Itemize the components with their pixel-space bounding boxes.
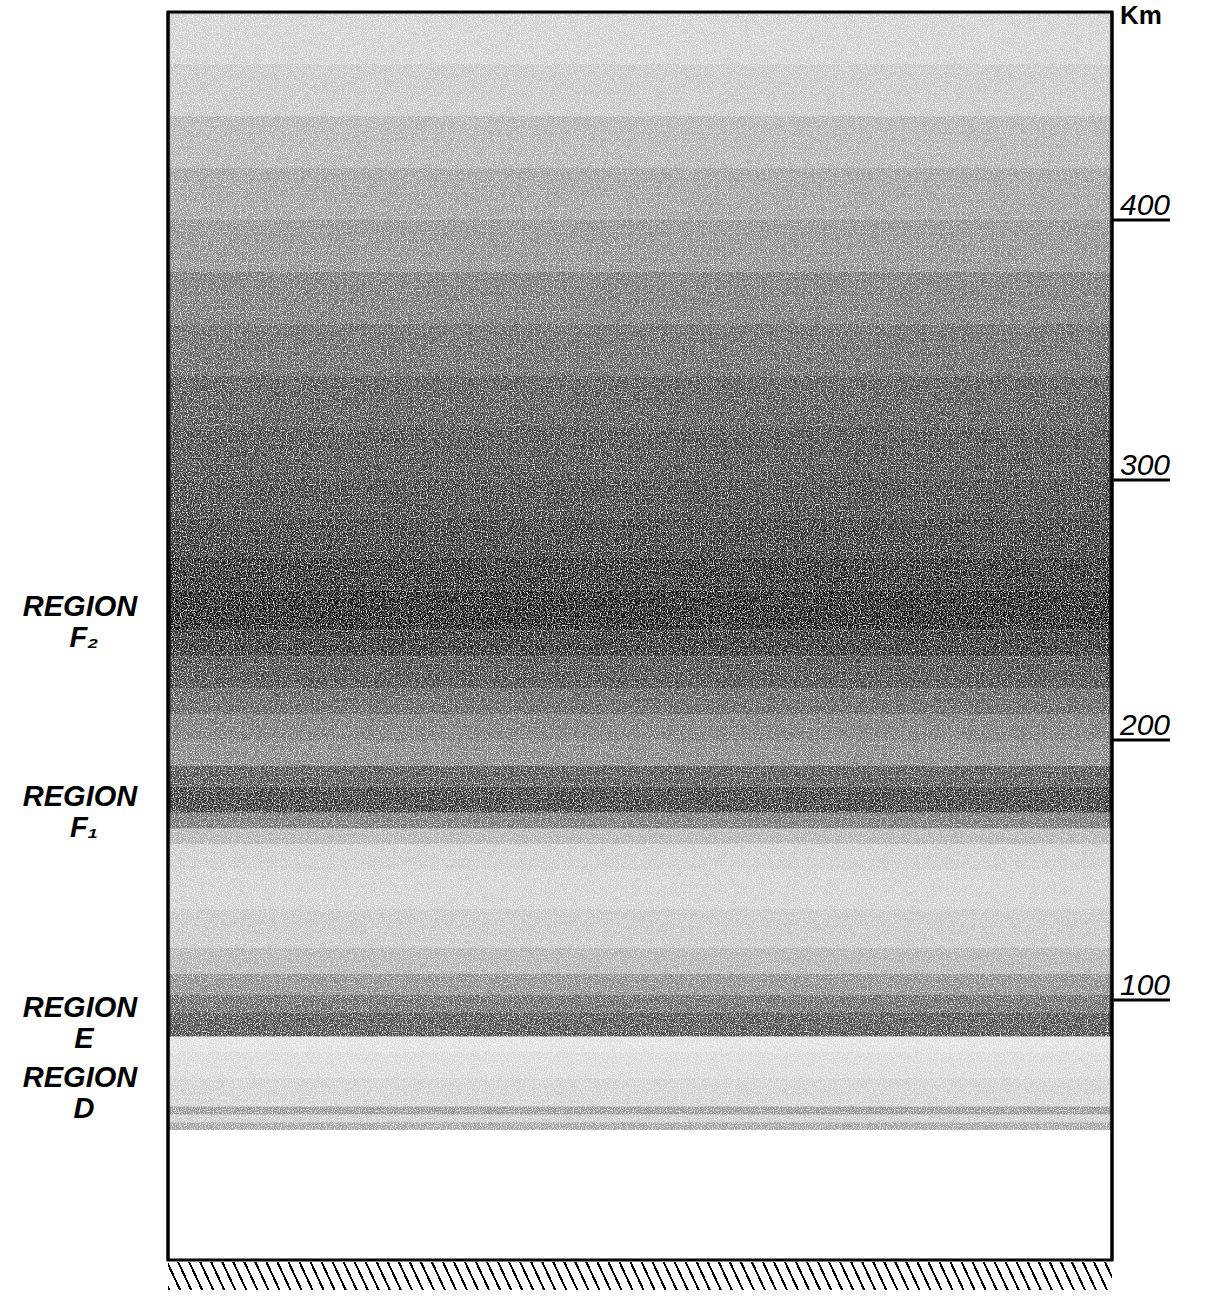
svg-text:REGION: REGION xyxy=(23,1061,138,1093)
svg-text:E: E xyxy=(74,1022,95,1054)
svg-text:400: 400 xyxy=(1120,188,1170,221)
svg-text:200: 200 xyxy=(1119,708,1170,741)
svg-text:REGION: REGION xyxy=(23,991,138,1023)
svg-text:100: 100 xyxy=(1120,968,1170,1001)
svg-text:D: D xyxy=(74,1092,95,1124)
svg-text:REGION: REGION xyxy=(23,780,138,812)
html-text:Km: Km xyxy=(1120,0,1162,30)
svg-text:F₂: F₂ xyxy=(70,621,99,653)
svg-text:REGION: REGION xyxy=(23,590,138,622)
svg-text:F₁: F₁ xyxy=(70,811,98,843)
svg-text:300: 300 xyxy=(1120,448,1170,481)
